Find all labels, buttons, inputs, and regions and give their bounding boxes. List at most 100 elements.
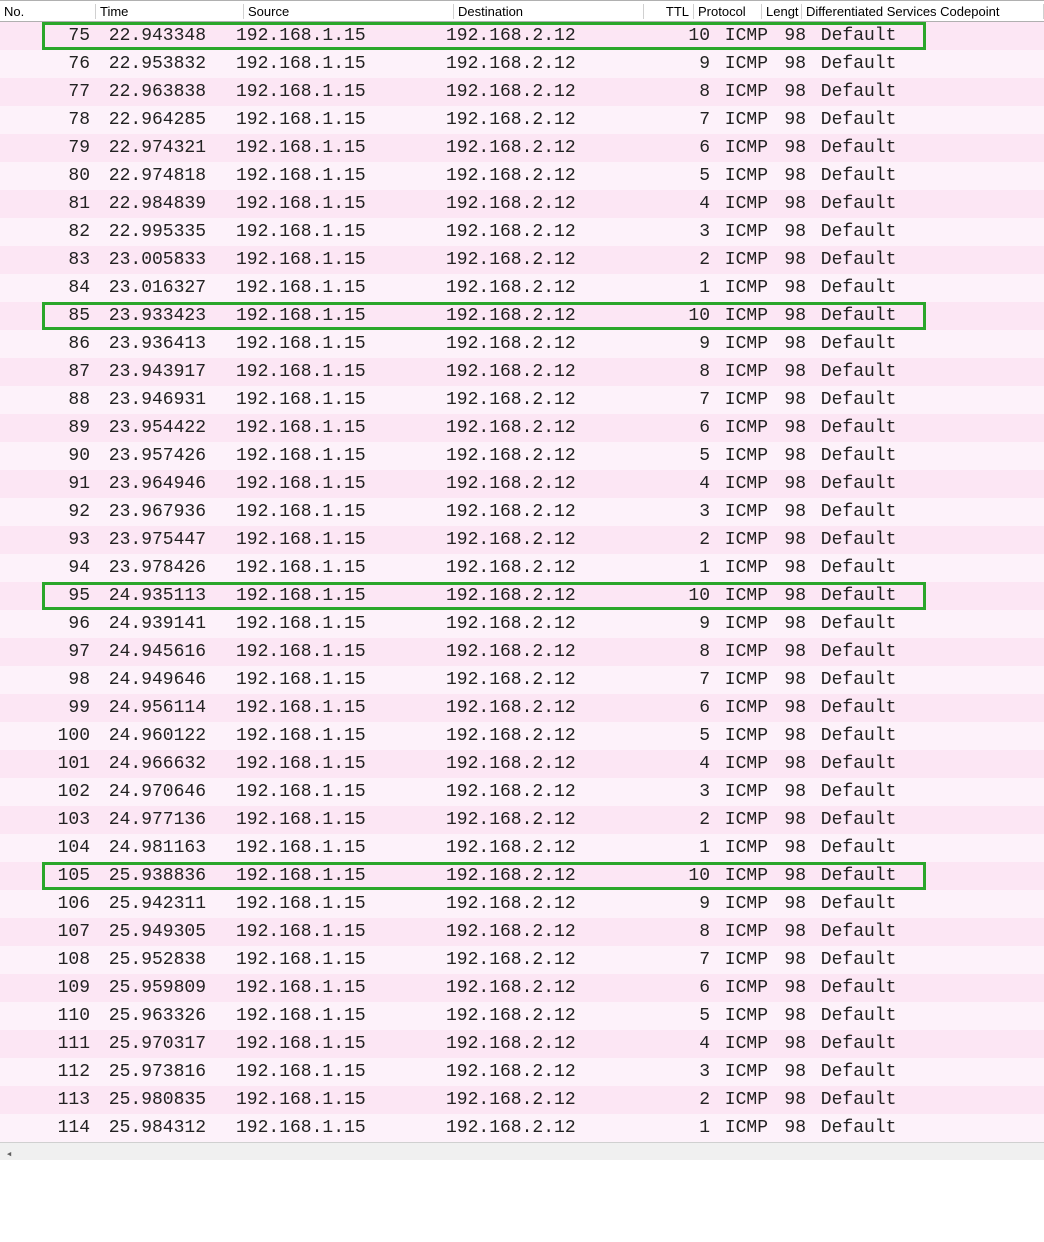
cell-source: 192.168.1.15 bbox=[234, 26, 444, 46]
cell-dscp: Default bbox=[808, 138, 1044, 158]
cell-ttl: 8 bbox=[654, 922, 712, 942]
packet-row[interactable]: 107 25.949305192.168.1.15192.168.2.128 I… bbox=[0, 918, 1044, 946]
cell-no: 94 bbox=[0, 558, 96, 578]
cell-time: 25.973816 bbox=[96, 1062, 234, 1082]
packet-row[interactable]: 84 23.016327192.168.1.15192.168.2.121 IC… bbox=[0, 274, 1044, 302]
cell-time: 25.952838 bbox=[96, 950, 234, 970]
packet-row[interactable]: 114 25.984312192.168.1.15192.168.2.121 I… bbox=[0, 1114, 1044, 1142]
packet-row[interactable]: 95 24.935113192.168.1.15192.168.2.1210 I… bbox=[0, 582, 1044, 610]
cell-source: 192.168.1.15 bbox=[234, 866, 444, 886]
cell-no: 100 bbox=[0, 726, 96, 746]
cell-protocol: ICMP bbox=[712, 754, 772, 774]
cell-ttl: 4 bbox=[654, 474, 712, 494]
packet-row[interactable]: 109 25.959809192.168.1.15192.168.2.126 I… bbox=[0, 974, 1044, 1002]
packet-row[interactable]: 76 22.953832192.168.1.15192.168.2.129 IC… bbox=[0, 50, 1044, 78]
packet-row[interactable]: 94 23.978426192.168.1.15192.168.2.121 IC… bbox=[0, 554, 1044, 582]
cell-time: 22.984839 bbox=[96, 194, 234, 214]
cell-destination: 192.168.2.12 bbox=[444, 1118, 654, 1138]
cell-dscp: Default bbox=[808, 250, 1044, 270]
packet-row[interactable]: 85 23.933423192.168.1.15192.168.2.1210 I… bbox=[0, 302, 1044, 330]
cell-destination: 192.168.2.12 bbox=[444, 502, 654, 522]
cell-length: 98 bbox=[772, 866, 808, 886]
cell-dscp: Default bbox=[808, 642, 1044, 662]
cell-protocol: ICMP bbox=[712, 26, 772, 46]
cell-ttl: 9 bbox=[654, 894, 712, 914]
packet-row[interactable]: 104 24.981163192.168.1.15192.168.2.121 I… bbox=[0, 834, 1044, 862]
packet-row[interactable]: 101 24.966632192.168.1.15192.168.2.124 I… bbox=[0, 750, 1044, 778]
packet-row[interactable]: 108 25.952838192.168.1.15192.168.2.127 I… bbox=[0, 946, 1044, 974]
cell-ttl: 5 bbox=[654, 166, 712, 186]
packet-row[interactable]: 106 25.942311192.168.1.15192.168.2.129 I… bbox=[0, 890, 1044, 918]
cell-protocol: ICMP bbox=[712, 1090, 772, 1110]
packet-row[interactable]: 81 22.984839192.168.1.15192.168.2.124 IC… bbox=[0, 190, 1044, 218]
packet-row[interactable]: 102 24.970646192.168.1.15192.168.2.123 I… bbox=[0, 778, 1044, 806]
packet-row[interactable]: 93 23.975447192.168.1.15192.168.2.122 IC… bbox=[0, 526, 1044, 554]
packet-row[interactable]: 80 22.974818192.168.1.15192.168.2.125 IC… bbox=[0, 162, 1044, 190]
column-header-protocol[interactable]: Protocol bbox=[694, 4, 762, 19]
cell-length: 98 bbox=[772, 1006, 808, 1026]
column-header-ttl[interactable]: TTL bbox=[644, 4, 694, 19]
column-header-length[interactable]: Lengt bbox=[762, 4, 802, 19]
scroll-left-icon[interactable]: ◂ bbox=[0, 1145, 18, 1163]
packet-row[interactable]: 75 22.943348192.168.1.15192.168.2.1210 I… bbox=[0, 22, 1044, 50]
packet-row[interactable]: 97 24.945616192.168.1.15192.168.2.128 IC… bbox=[0, 638, 1044, 666]
cell-ttl: 9 bbox=[654, 614, 712, 634]
packet-row[interactable]: 103 24.977136192.168.1.15192.168.2.122 I… bbox=[0, 806, 1044, 834]
packet-row[interactable]: 92 23.967936192.168.1.15192.168.2.123 IC… bbox=[0, 498, 1044, 526]
packet-row[interactable]: 113 25.980835192.168.1.15192.168.2.122 I… bbox=[0, 1086, 1044, 1114]
packet-row[interactable]: 99 24.956114192.168.1.15192.168.2.126 IC… bbox=[0, 694, 1044, 722]
cell-no: 90 bbox=[0, 446, 96, 466]
cell-length: 98 bbox=[772, 1034, 808, 1054]
packet-row[interactable]: 96 24.939141192.168.1.15192.168.2.129 IC… bbox=[0, 610, 1044, 638]
cell-source: 192.168.1.15 bbox=[234, 614, 444, 634]
cell-ttl: 4 bbox=[654, 1034, 712, 1054]
cell-destination: 192.168.2.12 bbox=[444, 698, 654, 718]
cell-time: 25.938836 bbox=[96, 866, 234, 886]
packet-row[interactable]: 100 24.960122192.168.1.15192.168.2.125 I… bbox=[0, 722, 1044, 750]
cell-ttl: 9 bbox=[654, 334, 712, 354]
packet-row[interactable]: 87 23.943917192.168.1.15192.168.2.128 IC… bbox=[0, 358, 1044, 386]
horizontal-scrollbar[interactable]: ◂ bbox=[0, 1142, 1044, 1160]
packet-row[interactable]: 79 22.974321192.168.1.15192.168.2.126 IC… bbox=[0, 134, 1044, 162]
packet-row[interactable]: 98 24.949646192.168.1.15192.168.2.127 IC… bbox=[0, 666, 1044, 694]
column-header-destination[interactable]: Destination bbox=[454, 4, 644, 19]
cell-length: 98 bbox=[772, 586, 808, 606]
cell-destination: 192.168.2.12 bbox=[444, 978, 654, 998]
packet-row[interactable]: 88 23.946931192.168.1.15192.168.2.127 IC… bbox=[0, 386, 1044, 414]
cell-protocol: ICMP bbox=[712, 838, 772, 858]
cell-protocol: ICMP bbox=[712, 250, 772, 270]
packet-row[interactable]: 83 23.005833192.168.1.15192.168.2.122 IC… bbox=[0, 246, 1044, 274]
cell-length: 98 bbox=[772, 306, 808, 326]
packet-row[interactable]: 91 23.964946192.168.1.15192.168.2.124 IC… bbox=[0, 470, 1044, 498]
packet-list[interactable]: 75 22.943348192.168.1.15192.168.2.1210 I… bbox=[0, 22, 1044, 1142]
packet-row[interactable]: 112 25.973816192.168.1.15192.168.2.123 I… bbox=[0, 1058, 1044, 1086]
cell-no: 110 bbox=[0, 1006, 96, 1026]
cell-no: 106 bbox=[0, 894, 96, 914]
packet-row[interactable]: 110 25.963326192.168.1.15192.168.2.125 I… bbox=[0, 1002, 1044, 1030]
cell-ttl: 4 bbox=[654, 194, 712, 214]
packet-row[interactable]: 78 22.964285192.168.1.15192.168.2.127 IC… bbox=[0, 106, 1044, 134]
packet-row[interactable]: 77 22.963838192.168.1.15192.168.2.128 IC… bbox=[0, 78, 1044, 106]
packet-row[interactable]: 82 22.995335192.168.1.15192.168.2.123 IC… bbox=[0, 218, 1044, 246]
packet-row[interactable]: 89 23.954422192.168.1.15192.168.2.126 IC… bbox=[0, 414, 1044, 442]
packet-row[interactable]: 90 23.957426192.168.1.15192.168.2.125 IC… bbox=[0, 442, 1044, 470]
cell-length: 98 bbox=[772, 54, 808, 74]
cell-time: 25.949305 bbox=[96, 922, 234, 942]
cell-time: 22.974818 bbox=[96, 166, 234, 186]
packet-row[interactable]: 86 23.936413192.168.1.15192.168.2.129 IC… bbox=[0, 330, 1044, 358]
packet-row[interactable]: 105 25.938836192.168.1.15192.168.2.1210 … bbox=[0, 862, 1044, 890]
column-header-no[interactable]: No. bbox=[0, 4, 96, 19]
cell-no: 95 bbox=[0, 586, 96, 606]
column-header-time[interactable]: Time bbox=[96, 4, 244, 19]
cell-protocol: ICMP bbox=[712, 54, 772, 74]
cell-protocol: ICMP bbox=[712, 642, 772, 662]
cell-no: 104 bbox=[0, 838, 96, 858]
cell-destination: 192.168.2.12 bbox=[444, 838, 654, 858]
cell-protocol: ICMP bbox=[712, 1034, 772, 1054]
cell-destination: 192.168.2.12 bbox=[444, 950, 654, 970]
cell-length: 98 bbox=[772, 250, 808, 270]
cell-time: 23.954422 bbox=[96, 418, 234, 438]
column-header-source[interactable]: Source bbox=[244, 4, 454, 19]
packet-row[interactable]: 111 25.970317192.168.1.15192.168.2.124 I… bbox=[0, 1030, 1044, 1058]
column-header-dscp[interactable]: Differentiated Services Codepoint bbox=[802, 4, 1044, 19]
